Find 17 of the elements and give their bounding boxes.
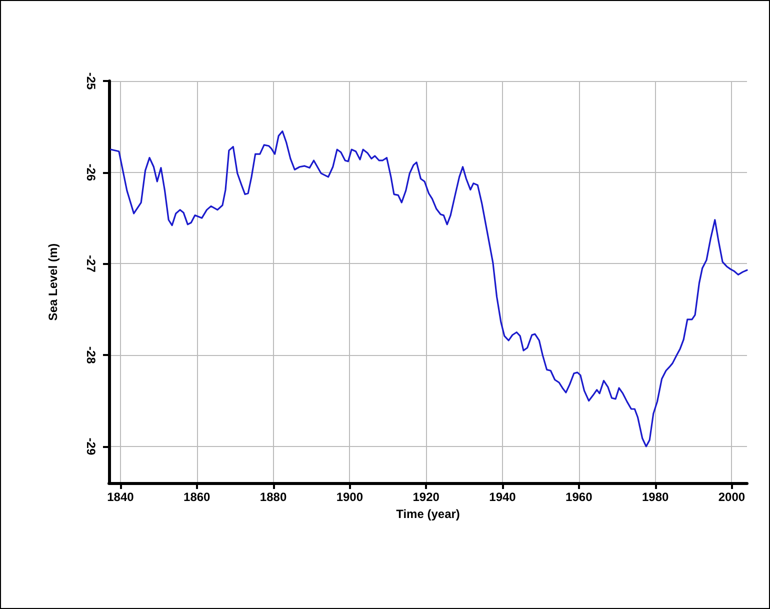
x-tick-label: 1840	[107, 490, 134, 504]
x-tick-label: 1920	[412, 490, 440, 504]
y-tick-label: -26	[84, 164, 98, 182]
x-tick-label: 1980	[642, 490, 669, 504]
y-tick-label: -27	[84, 255, 98, 273]
y-tick-label: -25	[84, 72, 98, 90]
y-axis-title: Sea Level (m)	[46, 243, 60, 321]
x-tick-label: 1940	[489, 490, 516, 504]
line-series	[110, 130, 748, 448]
x-tick-label: 2000	[718, 490, 746, 504]
x-tick-label: 1860	[184, 490, 211, 504]
x-tick-label: 1880	[260, 490, 287, 504]
x-tick-label: 1960	[566, 490, 593, 504]
y-tick-label: -28	[84, 346, 98, 364]
y-tick-label: -29	[84, 438, 98, 456]
x-axis-title: Time (year)	[396, 506, 460, 521]
x-tick-label: 1900	[336, 490, 364, 504]
